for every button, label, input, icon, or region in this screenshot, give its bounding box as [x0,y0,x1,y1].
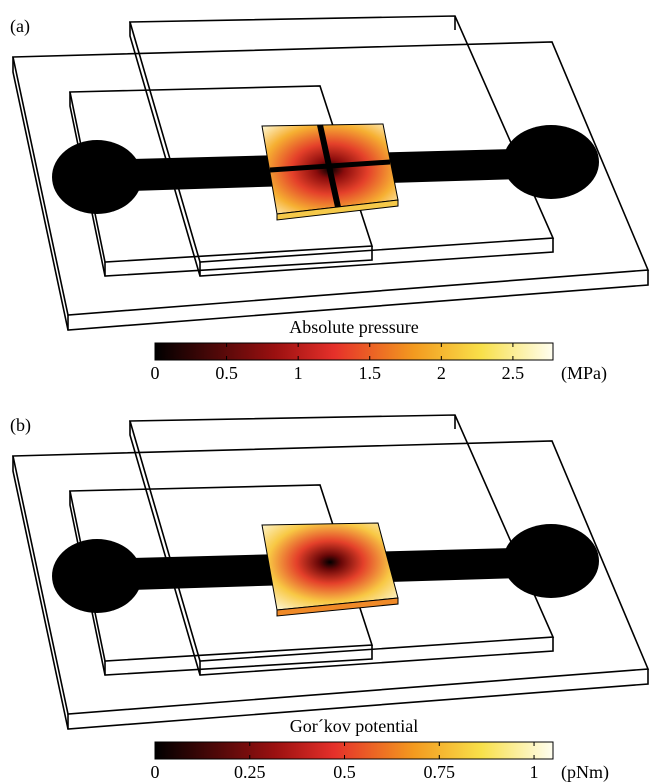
panel-b: (b) [10,415,648,729]
panel-label: (b) [10,415,31,436]
tick-label: 1 [294,363,303,383]
colorbar [155,742,553,759]
tick-label: 1 [530,762,539,782]
tick-label: 0 [151,363,160,383]
tick-label: 2 [437,363,446,383]
colorbar-title: Gor´kov potential [290,716,418,736]
colorbar [155,343,553,360]
tick-label: 0 [151,762,160,782]
figure: (a) (b) Absolute pressure 0 0.5 1 1.5 2 2.5 (MP… [0,0,657,782]
tick-label: 1.5 [358,363,381,383]
colorbar-unit: (pNm) [561,762,609,782]
colorbar-title: Absolute pressure [289,317,418,337]
panel-a: (a) [10,16,648,330]
panel-label: (a) [10,16,30,37]
tick-label: 0.5 [333,762,356,782]
tick-label: 2.5 [502,363,525,383]
tick-label: 0.75 [424,762,456,782]
colorbar-unit: (MPa) [561,363,607,384]
tick-label: 0.5 [215,363,238,383]
tick-label: 0.25 [234,762,266,782]
